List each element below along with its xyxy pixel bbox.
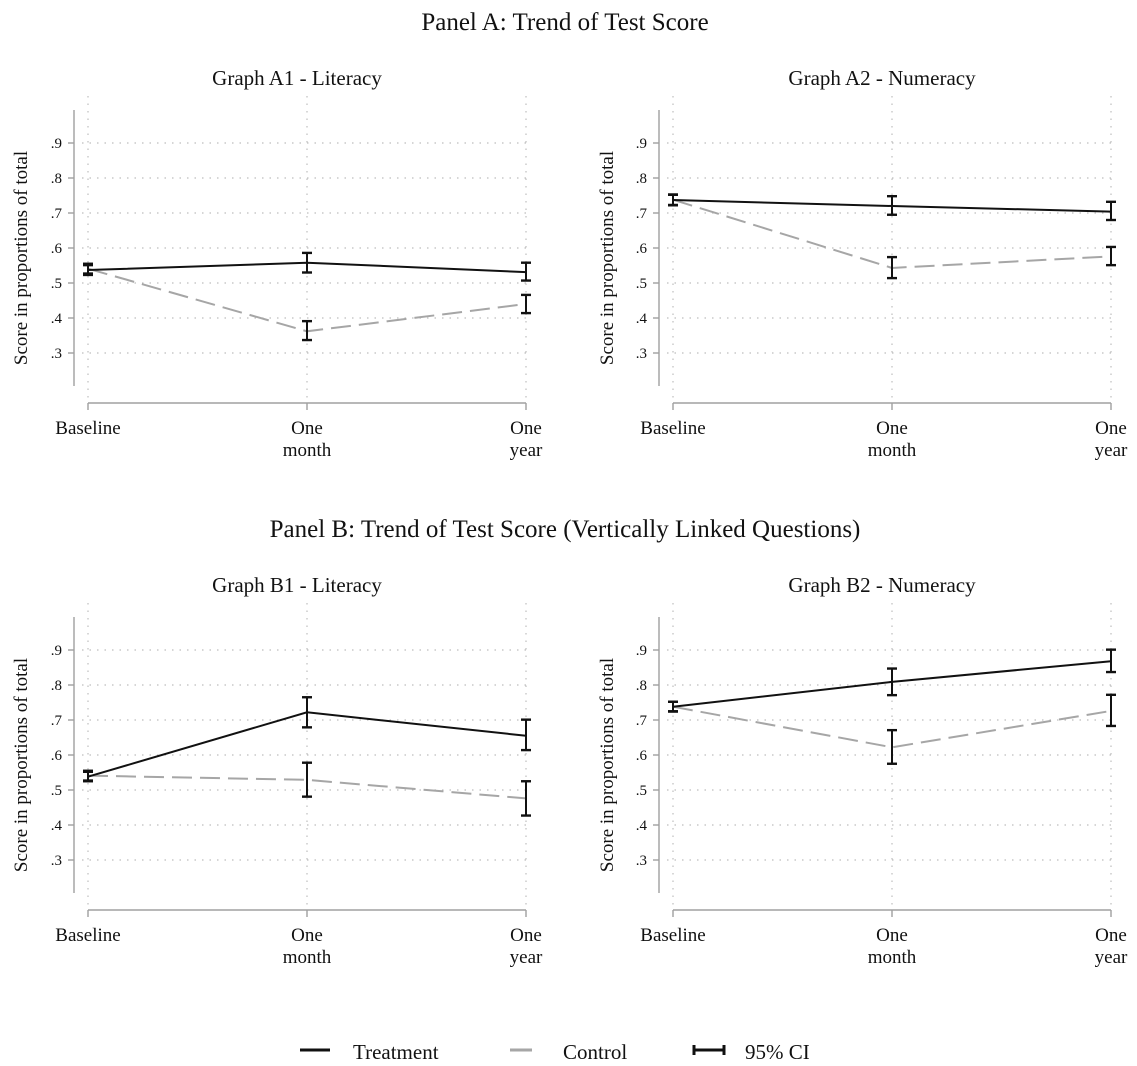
series-line-control — [87, 774, 527, 800]
x-tick-label-baseline: Baseline — [640, 418, 705, 439]
ci-bar-control — [1106, 693, 1116, 728]
legend: Treatment Control 95% CI — [300, 1040, 810, 1064]
x-tick-label-one-year: One year — [510, 418, 543, 461]
y-tick-label: .5 — [51, 783, 62, 799]
x-tick-label-one-year: One year — [510, 925, 543, 968]
series-line-control — [672, 705, 1112, 749]
y-tick-label: .3 — [636, 346, 647, 362]
ci-bar-control — [521, 780, 531, 817]
y-tick-label: .9 — [636, 643, 647, 659]
y-tick-label: .4 — [51, 311, 63, 327]
y-tick-label: .7 — [636, 713, 648, 729]
legend-ci-swatch — [692, 1045, 726, 1055]
chart-graph-a2-numeracy: Graph A2 - Numeracy Score in proportions … — [597, 66, 1128, 461]
x-tick-label-one-month: One month — [868, 418, 917, 461]
y-tick-label: .7 — [636, 206, 648, 222]
x-tick-label-baseline: Baseline — [55, 925, 120, 946]
ci-bar-control — [668, 193, 678, 207]
y-tick-label: .5 — [636, 783, 647, 799]
plots-area: Graph A1 - Literacy Score in proportions … — [11, 66, 1128, 968]
x-tick-label-one-month: One month — [283, 418, 332, 461]
ci-bar-control — [83, 769, 93, 782]
panel-a-title: Panel A: Trend of Test Score — [421, 9, 708, 36]
ci-bar-treatment — [887, 667, 897, 697]
y-tick-label: .3 — [51, 853, 62, 869]
ci-bar-control — [302, 319, 312, 342]
chart-graph-a1-literacy: Graph A1 - Literacy Score in proportions … — [11, 66, 543, 461]
y-tick-label: .4 — [51, 818, 63, 834]
y-tick-label: .5 — [51, 276, 62, 292]
graph-title: Graph B2 - Numeracy — [788, 573, 976, 597]
x-tick-label-baseline: Baseline — [55, 418, 120, 439]
ci-bar-treatment — [521, 261, 531, 282]
x-tick-label-one-year: One year — [1095, 418, 1128, 461]
legend-treatment-label: Treatment — [353, 1040, 439, 1064]
ci-bar-treatment — [887, 194, 897, 216]
y-tick-label: .3 — [51, 346, 62, 362]
y-tick-label: .7 — [51, 713, 63, 729]
graph-title: Graph B1 - Literacy — [212, 573, 382, 597]
y-tick-label: .3 — [636, 853, 647, 869]
x-tick-label-one-year: One year — [1095, 925, 1128, 968]
y-tick-label: .9 — [636, 136, 647, 152]
y-axis-label: Score in proportions of total — [11, 151, 32, 365]
ci-bar-treatment — [302, 696, 312, 729]
ci-bar-control — [1106, 245, 1116, 267]
y-tick-label: .4 — [636, 818, 648, 834]
y-tick-label: .8 — [51, 678, 62, 694]
y-tick-label: .6 — [636, 748, 648, 764]
y-tick-label: .9 — [51, 136, 62, 152]
y-tick-label: .6 — [51, 241, 63, 257]
y-axis-label: Score in proportions of total — [11, 658, 32, 872]
ci-bar-treatment — [521, 718, 531, 752]
y-axis-label: Score in proportions of total — [597, 658, 618, 872]
legend-control-label: Control — [563, 1040, 627, 1064]
x-tick-label-one-month: One month — [868, 925, 917, 968]
x-tick-label-baseline: Baseline — [640, 925, 705, 946]
y-tick-label: .9 — [51, 643, 62, 659]
y-tick-label: .8 — [51, 171, 62, 187]
ci-bar-control — [521, 293, 531, 315]
y-tick-label: .6 — [636, 241, 648, 257]
y-tick-label: .6 — [51, 748, 63, 764]
ci-bar-treatment — [302, 251, 312, 274]
legend-ci-label: 95% CI — [745, 1040, 810, 1064]
y-tick-label: .5 — [636, 276, 647, 292]
chart-graph-b2-numeracy: Graph B2 - Numeracy Score in proportions … — [597, 573, 1128, 968]
graph-title: Graph A2 - Numeracy — [788, 66, 976, 90]
ci-bar-treatment — [1106, 200, 1116, 222]
ci-bar-control — [83, 262, 93, 275]
ci-bar-treatment — [1106, 648, 1116, 674]
ci-bar-control — [668, 700, 678, 713]
graph-title: Graph A1 - Literacy — [212, 66, 382, 90]
x-tick-label-one-month: One month — [283, 925, 332, 968]
ci-bar-control — [302, 761, 312, 798]
y-tick-label: .4 — [636, 311, 648, 327]
chart-graph-b1-literacy: Graph B1 - Literacy Score in proportions … — [11, 573, 543, 968]
y-axis-label: Score in proportions of total — [597, 151, 618, 365]
y-tick-label: .8 — [636, 678, 647, 694]
panel-b-title: Panel B: Trend of Test Score (Vertically… — [270, 516, 861, 543]
y-tick-label: .7 — [51, 206, 63, 222]
y-tick-label: .8 — [636, 171, 647, 187]
ci-bar-control — [887, 728, 897, 765]
ci-bar-control — [887, 255, 897, 280]
